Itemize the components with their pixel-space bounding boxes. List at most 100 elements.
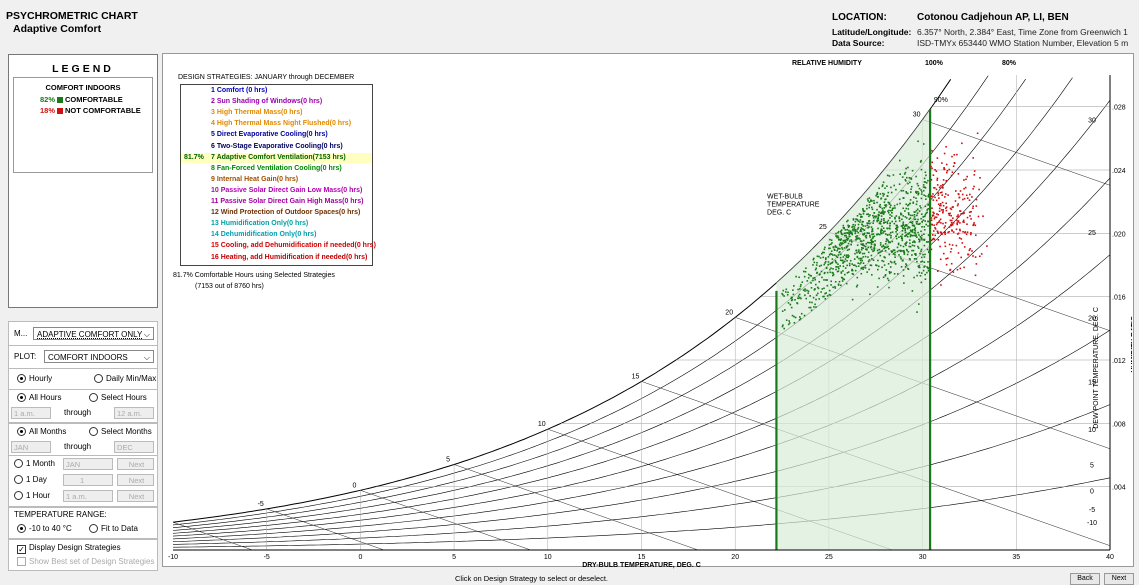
daily-radio[interactable]: Daily Min/Max bbox=[94, 374, 156, 383]
comfortable-point bbox=[894, 251, 896, 254]
comfortable-point bbox=[891, 207, 894, 210]
back-button[interactable]: Back bbox=[1070, 573, 1100, 585]
not-comfortable-point bbox=[931, 215, 934, 217]
temp-range-radio[interactable]: -10 to 40 °C bbox=[17, 524, 72, 533]
comfortable-point bbox=[862, 262, 865, 264]
select-months-radio[interactable]: Select Months bbox=[89, 427, 152, 436]
one-hour-select[interactable]: 1 a.m. bbox=[63, 490, 113, 502]
comfortable-point bbox=[872, 250, 874, 253]
comfortable-point bbox=[835, 232, 837, 235]
comfortable-point bbox=[917, 218, 919, 221]
not-comfortable-point bbox=[966, 223, 968, 225]
comfortable-point bbox=[918, 303, 920, 305]
mode-select[interactable]: ADAPTIVE COMFORT ONLY ⌵ bbox=[33, 327, 154, 340]
strategy-item[interactable]: 8 Fan-Forced Ventilation Cooling(0 hrs) bbox=[181, 164, 372, 175]
comfortable-point bbox=[870, 245, 873, 248]
comfortable-point bbox=[923, 229, 926, 231]
wet-bulb-title: DEG. C bbox=[767, 210, 791, 217]
not-comfortable-point bbox=[974, 224, 977, 227]
not-comfortable-point bbox=[969, 248, 971, 250]
comfortable-point bbox=[913, 276, 915, 279]
one-month-label: 1 Month bbox=[26, 459, 55, 468]
one-day-select[interactable]: 1 bbox=[63, 474, 113, 486]
comfortable-point bbox=[818, 255, 820, 258]
comfortable-point bbox=[837, 254, 840, 256]
strategy-item[interactable]: 4 High Thermal Mass Night Flushed(0 hrs) bbox=[181, 119, 372, 130]
fit-to-data-radio[interactable]: Fit to Data bbox=[89, 524, 138, 533]
comfortable-point bbox=[902, 245, 905, 248]
comfortable-point bbox=[851, 272, 854, 275]
psychrometric-chart[interactable]: -10 -5 0 5 10 15 20 25 30 35 40 DRY-BULB TEMPERATUR… bbox=[162, 53, 1132, 573]
one-day-radio[interactable]: 1 Day bbox=[14, 475, 47, 484]
strategy-item[interactable]: 1 Comfort (0 hrs) bbox=[181, 86, 372, 97]
strategy-item[interactable]: 12 Wind Protection of Outdoor Spaces(0 h… bbox=[181, 208, 372, 219]
comfortable-point bbox=[859, 257, 862, 260]
strategy-item[interactable]: 10 Passive Solar Direct Gain Low Mass(0 … bbox=[181, 186, 372, 197]
comfortable-point bbox=[881, 225, 883, 228]
comfortable-point bbox=[884, 187, 886, 189]
comfortable-point bbox=[802, 289, 805, 291]
not-comfortable-point bbox=[966, 175, 968, 178]
comfortable-point bbox=[893, 249, 896, 251]
comfortable-point bbox=[863, 229, 866, 231]
one-month-radio[interactable]: 1 Month bbox=[14, 459, 55, 468]
comfortable-point bbox=[905, 244, 907, 247]
comfortable-point bbox=[901, 176, 904, 178]
y-axis-title: HUMIDITY RATIO bbox=[1131, 315, 1132, 372]
not-comfortable-point bbox=[963, 179, 965, 181]
month-to-select[interactable]: DEC bbox=[114, 441, 154, 453]
comfortable-point bbox=[826, 284, 829, 287]
strategy-item[interactable]: 3 High Thermal Mass(0 hrs) bbox=[181, 108, 372, 119]
strategy-item[interactable]: 16 Heating, add Humidification if needed… bbox=[181, 253, 372, 264]
comfortable-point bbox=[915, 203, 918, 206]
not-comfortable-point bbox=[975, 198, 978, 201]
hour-to-select[interactable]: 12 a.m. bbox=[114, 407, 154, 419]
x-tick-label: 5 bbox=[452, 554, 456, 561]
select-hours-radio[interactable]: Select Hours bbox=[89, 393, 147, 402]
comfortable-point bbox=[885, 240, 887, 243]
all-months-radio[interactable]: All Months bbox=[17, 427, 66, 436]
strategy-item[interactable]: 14 Dehumidification Only(0 hrs) bbox=[181, 230, 372, 241]
strategy-item[interactable]: 6 Two-Stage Evaporative Cooling(0 hrs) bbox=[181, 142, 372, 153]
comfortable-point bbox=[846, 238, 848, 241]
strategy-item[interactable]: 11 Passive Solar Direct Gain High Mass(0… bbox=[181, 197, 372, 208]
comfortable-point bbox=[821, 252, 823, 255]
next-button[interactable]: Next bbox=[1104, 573, 1134, 585]
display-strategies-checkbox[interactable]: ✓ Display Design Strategies bbox=[17, 543, 121, 554]
plot-select[interactable]: COMFORT INDOORS ⌵ bbox=[44, 350, 154, 363]
comfortable-point bbox=[910, 234, 912, 236]
not-comfortable-point bbox=[962, 221, 964, 223]
hourly-radio[interactable]: Hourly bbox=[17, 374, 52, 383]
next-hour-button[interactable]: Next bbox=[117, 490, 154, 502]
comfortable-point bbox=[890, 209, 892, 212]
radio-icon bbox=[89, 393, 98, 402]
hour-from-select[interactable]: 1 a.m. bbox=[11, 407, 51, 419]
show-best-checkbox[interactable]: Show Best set of Design Strategies bbox=[17, 557, 154, 566]
strategy-item[interactable]: 5 Direct Evaporative Cooling(0 hrs) bbox=[181, 130, 372, 141]
comfortable-point bbox=[909, 229, 912, 231]
comfortable-point bbox=[854, 264, 856, 266]
comfortable-point bbox=[921, 226, 923, 228]
comfortable-point bbox=[918, 223, 920, 225]
strategy-item[interactable]: 2 Sun Shading of Windows(0 hrs) bbox=[181, 97, 372, 108]
comfortable-point bbox=[913, 218, 916, 221]
month-from-select[interactable]: JAN bbox=[11, 441, 51, 453]
not-comfortable-point bbox=[937, 192, 940, 194]
one-hour-radio[interactable]: 1 Hour bbox=[14, 491, 50, 500]
comfortable-point bbox=[899, 202, 901, 205]
comfortable-point bbox=[853, 228, 855, 230]
next-month-button[interactable]: Next bbox=[117, 458, 154, 470]
strategy-item[interactable]: 81.7% 7 Adaptive Comfort Ventilation(7153… bbox=[181, 152, 372, 164]
strategy-item[interactable]: 9 Internal Heat Gain(0 hrs) bbox=[181, 175, 372, 186]
comfortable-point bbox=[851, 269, 854, 272]
strategy-item[interactable]: 13 Humidification Only(0 hrs) bbox=[181, 219, 372, 230]
comfortable-point bbox=[876, 201, 878, 204]
strategy-item[interactable]: 15 Cooling, add Dehumidification if need… bbox=[181, 241, 376, 252]
next-day-button[interactable]: Next bbox=[117, 474, 154, 486]
comfortable-point bbox=[900, 212, 902, 215]
all-hours-radio[interactable]: All Hours bbox=[17, 393, 61, 402]
comfortable-point bbox=[920, 261, 922, 263]
one-month-select[interactable]: JAN bbox=[63, 458, 113, 470]
strategy-label: 13 Humidification Only(0 hrs) bbox=[211, 220, 309, 228]
comfortable-point bbox=[839, 239, 842, 242]
